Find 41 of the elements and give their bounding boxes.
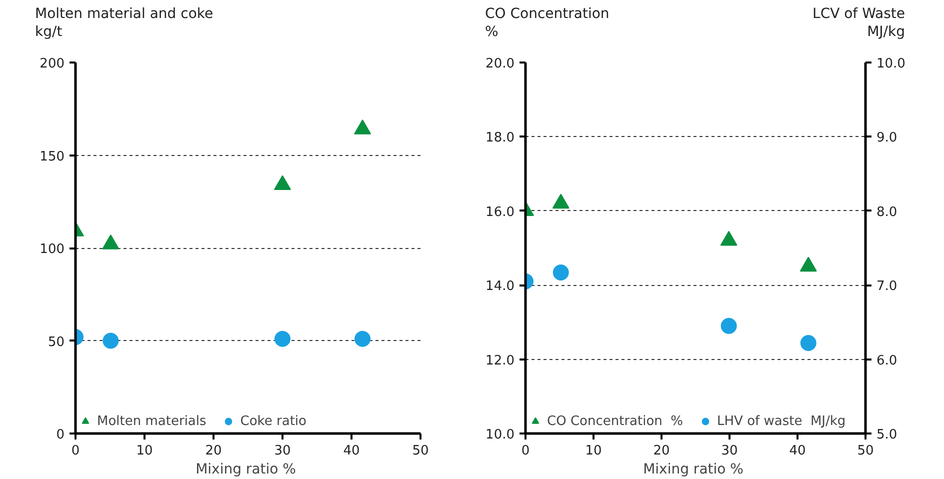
- x-tick-label: 20: [653, 444, 670, 458]
- x-tick-label: 10: [136, 444, 153, 458]
- y-axis-title: CO Concentration %: [485, 5, 610, 41]
- y-tick-label: 50: [48, 334, 65, 350]
- y-tick-label: 12.0: [486, 353, 515, 368]
- point: [552, 264, 569, 280]
- legend-label: Coke ratio: [240, 414, 306, 428]
- x-axis-title: Mixing ratio %: [196, 462, 296, 478]
- legend-label: CO Concentration %: [547, 414, 684, 428]
- y-tick-label: 20.0: [486, 56, 515, 72]
- y2-tick-label: 10.0: [876, 56, 906, 72]
- y-tick-label: 10.0: [486, 428, 515, 442]
- x-tick-label: 30: [721, 444, 738, 458]
- y-tick-label: 16.0: [486, 204, 515, 220]
- point: [720, 318, 737, 334]
- y2-tick-label: 5.0: [876, 428, 898, 442]
- x-tick-label: 50: [857, 444, 874, 458]
- x-tick-label: 0: [71, 444, 80, 458]
- y-tick-label: 150: [40, 149, 65, 164]
- legend-label: Molten materials: [97, 414, 206, 428]
- x-tick-label: 0: [521, 444, 530, 458]
- x-tick-label: 40: [789, 444, 806, 458]
- legend-label: LHV of waste MJ/kg: [717, 414, 846, 428]
- y-tick-label: 200: [40, 56, 65, 72]
- x-tick-label: 10: [585, 444, 602, 458]
- y-axis-title: Molten material and coke kg/t: [35, 5, 214, 41]
- y-tick-label: 100: [40, 242, 65, 257]
- x-tick-label: 40: [343, 444, 360, 458]
- y2-tick-label: 7.0: [876, 279, 898, 294]
- y-tick-label: 18.0: [486, 130, 515, 146]
- y-tick-label: 14.0: [486, 279, 515, 294]
- y2-tick-label: 8.0: [876, 204, 898, 220]
- point: [800, 334, 816, 351]
- x-tick-label: 50: [412, 444, 429, 458]
- y-tick-label: 0: [56, 428, 65, 442]
- y2-axis-title: LCV of Waste MJ/kg: [812, 5, 905, 41]
- y2-tick-label: 6.0: [876, 353, 898, 368]
- y2-tick-label: 9.0: [876, 130, 898, 146]
- x-axis-title: Mixing ratio %: [643, 462, 744, 478]
- x-tick-label: 20: [205, 444, 222, 458]
- x-tick-label: 30: [274, 444, 291, 458]
